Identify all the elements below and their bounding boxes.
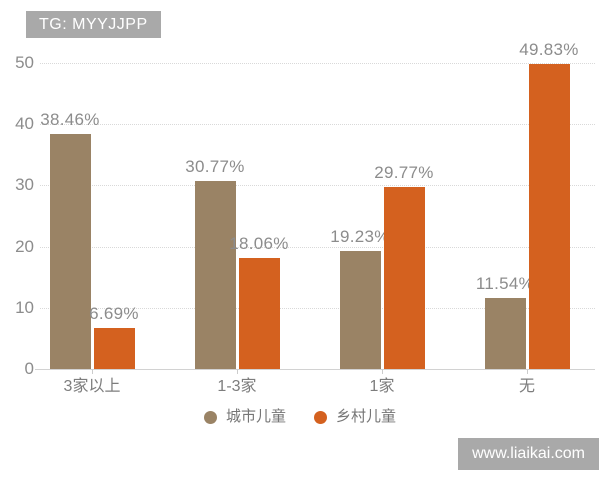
bar-chart-plot-area: 0 10 20 30 40 50 38.46% 6.69% 3家以上 30.77% 18.06% 1-… (15, 41, 595, 396)
x-axis-tick (92, 369, 93, 374)
site-watermark: www.liaikai.com (458, 438, 599, 470)
bar-group-0: 38.46% 6.69% 3家以上 (40, 63, 138, 396)
gridline-10 (40, 307, 595, 309)
value-label-series1-cat2: 29.77% (374, 163, 434, 182)
y-axis-tick-label: 0 (24, 359, 34, 378)
legend-item-village: 乡村儿童 (314, 408, 396, 426)
value-label-series0-cat2: 19.23% (330, 227, 390, 246)
legend-label-city: 城市儿童 (225, 408, 286, 425)
value-label-series0-cat1: 30.77% (185, 157, 245, 176)
x-axis-tick (382, 369, 383, 374)
bar-group-2: 19.23% 29.77% 1家 (330, 63, 433, 396)
bar-series1-cat2 (383, 187, 425, 369)
y-axis-tick-label: 10 (15, 297, 34, 317)
legend-item-city: 城市儿童 (203, 408, 286, 426)
gridline-20 (40, 246, 595, 248)
x-axis-tick (527, 369, 528, 374)
legend-dot-village (314, 410, 327, 424)
gridline-50 (40, 63, 595, 64)
x-axis-category-label: 无 (518, 378, 535, 395)
y-axis-tick-label: 20 (15, 236, 34, 256)
value-label-series0-cat0: 38.46% (40, 110, 100, 129)
bar-group-3: 11.54% 49.83% 无 (476, 41, 579, 396)
y-axis-tick-label: 30 (15, 175, 34, 195)
bar-series0-cat0 (49, 134, 91, 369)
value-label-series0-cat3: 11.54% (475, 274, 535, 293)
bar-series0-cat2 (339, 251, 381, 369)
x-axis-category-label: 3家以上 (63, 378, 121, 395)
gridline-30 (40, 185, 595, 187)
bar-series1-cat1 (238, 258, 280, 369)
value-label-series1-cat1: 18.06% (229, 234, 289, 253)
bar-group-1: 30.77% 18.06% 1-3家 (185, 63, 288, 396)
x-axis-tick (237, 369, 238, 374)
legend-dot-city (203, 410, 217, 424)
bar-series0-cat1 (194, 181, 236, 369)
y-axis-tick-label: 40 (15, 114, 34, 134)
x-axis-category-label: 1家 (369, 378, 395, 395)
chart-legend: 城市儿童 乡村儿童 (0, 408, 600, 426)
bar-series1-cat3 (528, 64, 570, 369)
gridline-40 (40, 124, 595, 126)
y-axis-tick-label: 50 (15, 53, 34, 72)
tag-badge: TG: MYYJJPP (26, 11, 161, 38)
bar-series0-cat3 (484, 298, 526, 369)
x-axis-line (35, 369, 595, 370)
legend-label-village: 乡村儿童 (336, 408, 397, 425)
value-label-series1-cat0: 6.69% (89, 304, 139, 323)
bar-series1-cat0 (93, 328, 135, 369)
value-label-series1-cat3: 49.83% (519, 40, 579, 59)
x-axis-category-label: 1-3家 (217, 378, 257, 395)
